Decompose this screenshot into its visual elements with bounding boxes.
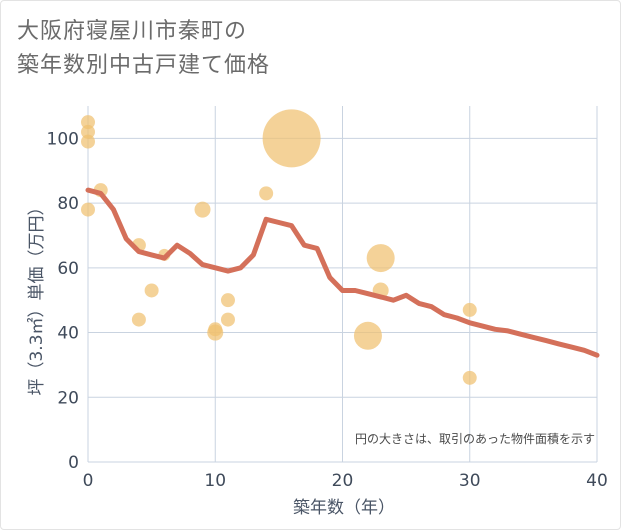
bubble-point: [262, 109, 321, 168]
bubble-point: [81, 134, 95, 149]
bubble-point: [81, 202, 95, 217]
bubble-point: [81, 115, 95, 130]
bubbles: [81, 109, 477, 385]
grid: [87, 106, 598, 463]
x-tick-label: 10: [204, 471, 226, 491]
series-line: [85, 187, 600, 358]
bubble-point: [220, 312, 235, 327]
y-tick-label: 100: [47, 129, 79, 149]
bubble-point: [462, 370, 477, 385]
y-tick-label: 40: [57, 324, 79, 344]
average-line: [85, 187, 600, 358]
bubble-point: [131, 312, 146, 327]
bubble-point: [81, 124, 95, 139]
bubble-point: [259, 186, 274, 201]
title-line-1: 大阪府寝屋川市秦町の: [17, 19, 248, 44]
y-tick-label: 20: [57, 388, 79, 408]
bubble-point: [144, 283, 159, 298]
x-tick-label: 0: [83, 471, 94, 491]
chart-title: 大阪府寝屋川市秦町の 築年数別中古戸建て価格: [17, 15, 270, 83]
x-tick-label: 20: [332, 471, 354, 491]
bubble-point: [462, 302, 477, 317]
y-tick-labels: 0 20 40 60 80 100: [47, 129, 79, 473]
bubble-point: [353, 321, 382, 350]
bubble-point: [220, 293, 235, 308]
y-tick-label: 0: [68, 453, 79, 473]
x-tick-label: 40: [586, 471, 608, 491]
bubble-point: [194, 201, 211, 218]
x-tick-labels: 0 10 20 30 40: [83, 471, 608, 491]
bubble-size-note: 円の大きさは、取引のあった物件面積を示す: [355, 431, 595, 446]
y-tick-label: 80: [57, 194, 79, 214]
bubble-point: [366, 244, 395, 273]
x-axis-title: 築年数（年）: [293, 498, 395, 518]
x-tick-label: 30: [459, 471, 481, 491]
y-axis-title: 坪（3.3㎡）単価（万円）: [27, 198, 47, 395]
title-line-2: 築年数別中古戸建て価格: [17, 53, 271, 78]
y-tick-label: 60: [57, 259, 79, 279]
bubble-point: [207, 324, 224, 341]
